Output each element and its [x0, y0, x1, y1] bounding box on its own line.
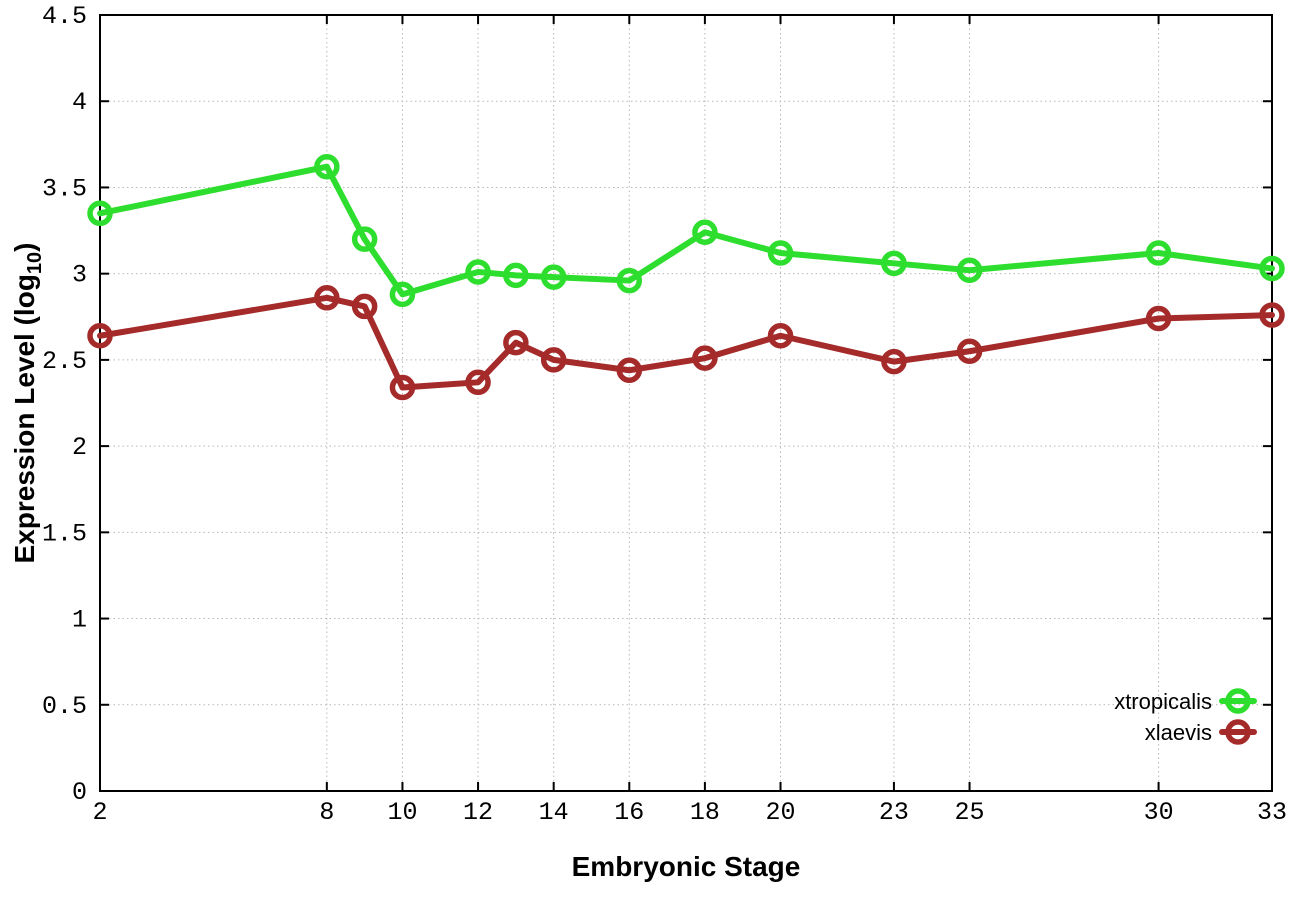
x-tick-label: 8 — [319, 798, 334, 827]
data-point-xtropicalis-stage-12 — [465, 259, 491, 285]
y-tick-label: 4.5 — [42, 2, 87, 31]
data-point-xtropicalis-stage-8 — [314, 154, 340, 180]
legend-marker-xtropicalis — [1225, 688, 1251, 714]
x-tick-label: 20 — [766, 798, 796, 827]
data-point-xlaevis-stage-14 — [540, 347, 567, 373]
data-point-xlaevis-stage-10 — [389, 374, 416, 401]
data-point-xlaevis-stage-8 — [314, 285, 340, 311]
data-point-xtropicalis-stage-18 — [692, 219, 718, 246]
legend-label-xtropicalis: xtropicalis — [1114, 689, 1212, 714]
data-point-xtropicalis-stage-14 — [540, 264, 567, 290]
x-tick-label: 33 — [1257, 798, 1287, 827]
data-point-xlaevis-stage-13 — [503, 329, 529, 356]
x-tick-label: 25 — [955, 798, 985, 827]
x-axis-label: Embryonic Stage — [572, 851, 801, 882]
x-tick-label: 10 — [387, 798, 417, 827]
legend-label-xlaevis: xlaevis — [1145, 720, 1212, 745]
y-tick-label: 3 — [72, 261, 87, 290]
y-tick-label: 1 — [72, 606, 87, 635]
x-tick-label: 16 — [614, 798, 644, 827]
x-tick-label: 14 — [539, 798, 569, 827]
data-point-xlaevis-stage-20 — [767, 322, 794, 349]
y-tick-label: 1.5 — [42, 519, 87, 548]
x-tick-label: 2 — [92, 798, 107, 827]
plot-border — [99, 14, 1273, 792]
data-point-xlaevis-stage-18 — [692, 345, 718, 371]
y-tick-label: 0 — [72, 778, 87, 807]
data-point-xtropicalis-stage-25 — [956, 257, 983, 283]
y-tick-label: 0.5 — [42, 692, 87, 721]
data-point-xlaevis-stage-30 — [1145, 305, 1172, 332]
data-point-xtropicalis-stage-20 — [767, 240, 794, 266]
legend-marker-xlaevis — [1225, 719, 1251, 745]
data-point-xtropicalis-stage-10 — [389, 281, 416, 308]
data-point-xtropicalis-stage-30 — [1145, 240, 1172, 266]
x-tick-label: 18 — [690, 798, 720, 827]
data-point-xlaevis-stage-2 — [87, 322, 113, 349]
x-tick-label: 23 — [879, 798, 909, 827]
y-tick-label: 2.5 — [42, 347, 87, 376]
data-point-xlaevis-stage-23 — [881, 348, 907, 375]
data-point-xtropicalis-stage-2 — [87, 200, 113, 227]
data-point-xtropicalis-stage-16 — [616, 267, 643, 294]
y-tick-label: 2 — [72, 433, 87, 462]
x-tick-label: 30 — [1144, 798, 1174, 827]
y-tick-label: 3.5 — [42, 174, 87, 203]
data-point-xlaevis-stage-16 — [616, 357, 643, 383]
data-point-xlaevis-stage-9 — [351, 293, 378, 320]
y-tick-label: 4 — [72, 88, 87, 117]
data-point-xtropicalis-stage-9 — [351, 226, 378, 252]
data-point-xtropicalis-stage-23 — [881, 250, 907, 277]
series-line-xlaevis — [97, 294, 1275, 391]
x-tick-label: 12 — [463, 798, 493, 827]
data-point-xtropicalis-stage-13 — [503, 262, 529, 289]
data-point-xlaevis-stage-33 — [1259, 302, 1285, 328]
y-axis-label: Expression Level (log10) — [9, 243, 46, 564]
data-point-xtropicalis-stage-33 — [1259, 255, 1285, 282]
series-line-xtropicalis — [97, 163, 1275, 298]
data-point-xlaevis-stage-25 — [956, 338, 983, 365]
data-point-xlaevis-stage-12 — [465, 369, 491, 396]
